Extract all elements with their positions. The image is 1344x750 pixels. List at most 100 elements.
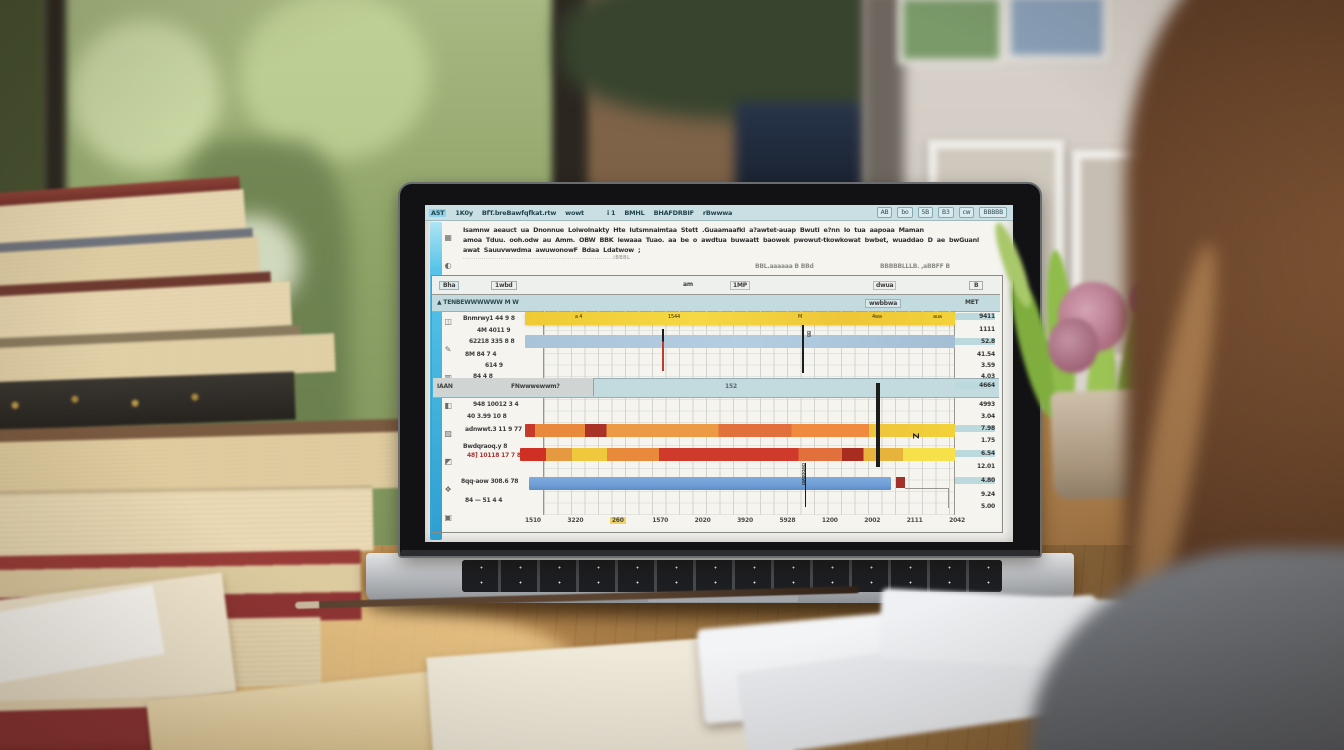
section-left-cell[interactable] [433, 378, 594, 396]
gantt-bar-orange[interactable] [525, 424, 955, 437]
frame-top-green [898, 0, 1004, 64]
value-cell-12: 12.01 [977, 463, 995, 470]
time-axis: 1510 3220 260 1570 2020 3920 5928 1200 2… [525, 517, 965, 524]
menu-item-2[interactable]: BfT.breBawfqfkat.rtw [481, 208, 557, 217]
value-cell-3: 41.54 [977, 351, 995, 358]
bar-tick-1: 1544 [668, 314, 680, 320]
toolbar-button-group: AB bo 5B B3 cw BBBBB [876, 207, 1007, 218]
menu-item-5[interactable]: BMHL [624, 208, 645, 217]
row-label-7: 40 3.99 10 8 [467, 413, 507, 420]
columns-icon[interactable]: ◫ [444, 317, 452, 326]
row-label-0: Bnmrwy1 44 9 8 [463, 315, 515, 322]
toolbar-button-5[interactable]: BBBBB [979, 207, 1007, 218]
bar-tick-3: 4wa [872, 314, 882, 320]
window-bokeh-2 [240, 0, 430, 160]
row-label-6: 948 10012 3 4 [473, 401, 519, 408]
axis-tick-3: 1570 [652, 517, 669, 524]
grid-icon[interactable]: ▦ [444, 233, 452, 242]
axis-tick-9: 2111 [906, 517, 923, 524]
gantt-milestone-red-square[interactable] [896, 477, 905, 488]
flower-plant [989, 219, 1220, 510]
contrast-icon[interactable]: ◐ [444, 261, 452, 270]
toolbar-button-4[interactable]: cw [958, 207, 975, 218]
row-label-4: 614 9 [485, 362, 503, 369]
toolbar-button-2[interactable]: 5B [917, 207, 934, 218]
book-pages-cream [0, 488, 374, 558]
value-cell-5: 4.03 [980, 373, 995, 380]
bar-tick-0: a 4 [575, 314, 583, 320]
header-cell-2[interactable]: 1wbd [491, 281, 517, 290]
row-label-12: 84 — 51 4 4 [465, 497, 503, 504]
gantt-bar-blue[interactable] [529, 477, 891, 490]
row-label-3: 8M 84 7 4 [465, 351, 497, 358]
edit-icon[interactable]: ✎ [444, 345, 452, 354]
value-cell-6: 4664 [955, 382, 995, 389]
menu-bar: A5T 1K0y BfT.breBawfqfkat.rtw wowt i 1 B… [425, 205, 1013, 221]
header-cell-4[interactable]: 1MP [730, 281, 750, 290]
value-cell-4: 3.59 [980, 362, 995, 369]
row-label-9: Bwdqraoq.y 8 [463, 443, 508, 450]
box-icon[interactable]: ▣ [444, 513, 452, 522]
laptop-trackpad[interactable] [648, 594, 798, 602]
subheader-chip[interactable]: wwbbwa [865, 299, 902, 308]
axis-tick-1: 3220 [567, 517, 584, 524]
axis-tick-0: 1510 [525, 517, 541, 524]
menu-item-6[interactable]: BHAFDRBIF [653, 208, 694, 217]
diamond-icon[interactable]: ❖ [444, 485, 452, 494]
note-text-2: BBBBBLLLB. ,aBBFF B [880, 263, 950, 270]
value-cell-1: 1111 [979, 326, 995, 333]
toolbar-button-3[interactable]: B3 [938, 207, 954, 218]
value-cell-9: 7.98 [955, 425, 995, 432]
corner-icon[interactable]: ◩ [444, 457, 452, 466]
subheader-left-label: ▲ TENBEWWWWWW M W [437, 299, 519, 306]
header-cell-6[interactable]: B [969, 281, 984, 290]
row-label-8: adnwwt.3 11 9 77 [465, 426, 522, 433]
dotted-divider: ........................................… [463, 255, 631, 261]
bar-tick-2: M [798, 314, 803, 320]
header-cell-1[interactable]: Bha [439, 281, 460, 290]
bar-tick-4: aua [933, 314, 942, 320]
section-left-label: IAAN [437, 383, 453, 390]
axis-tick-4: 2020 [694, 517, 711, 524]
value-cell-15: 5.00 [980, 503, 995, 510]
band-light-blue[interactable] [525, 335, 955, 348]
value-cell-13: 4.80 [955, 477, 995, 484]
table-icon[interactable]: ▥ [444, 373, 452, 382]
gantt-bar-red[interactable] [520, 448, 955, 461]
value-cell-8: 3.04 [980, 413, 995, 420]
book-leather-dark [0, 371, 296, 431]
axis-tick-10: 2042 [949, 517, 965, 524]
hatch-icon[interactable]: ▨ [444, 429, 452, 438]
value-cell-14: 9.24 [980, 491, 995, 498]
frame-top-blue [1006, 0, 1108, 60]
menu-item-4[interactable]: i 1 [606, 208, 616, 217]
menu-item-0[interactable]: A5T [429, 208, 447, 217]
header-cell-3[interactable]: am [683, 281, 693, 288]
toolbar-button-1[interactable]: bo [897, 207, 913, 218]
table-frame [431, 275, 1003, 533]
row-label-1: 4M 4011 9 [477, 327, 511, 334]
milestone-marker-tall [876, 383, 880, 467]
milestone-marker-d-label: BwBBBwB [800, 463, 806, 485]
menu-item-7[interactable]: rBwwwa [702, 208, 733, 217]
menu-item-3[interactable]: wowt [565, 208, 584, 217]
sidebar-icon-strip: ▦ ◐ ▤ ◫ ✎ ▥ ◧ ▨ ◩ ❖ ▣ [441, 233, 455, 522]
laptop-hinge [400, 550, 1040, 556]
row-label-11: 8qq-aow 308.6 78 [461, 478, 519, 485]
axis-tick-6: 5928 [779, 517, 796, 524]
document-paragraph-line-2: amoa Tduu. ooh.odw au Amm. OBW BBK lewaa… [463, 236, 979, 244]
value-cell-7: 4993 [979, 401, 995, 408]
menu-item-1[interactable]: 1K0y [455, 208, 473, 217]
section-mid-label: FNwwwewwm? [511, 383, 560, 390]
value-cell-0: 9411 [955, 313, 995, 320]
gantt-bar-yellow[interactable] [525, 312, 955, 325]
milestone-marker-b-label: B8 [805, 331, 811, 337]
laptop-keyboard[interactable] [462, 560, 1002, 592]
window-bokeh-1 [70, 20, 220, 170]
value-cell-2: 52.8 [955, 338, 995, 345]
toolbar-button-0[interactable]: AB [876, 207, 893, 218]
half-block-icon[interactable]: ◧ [444, 401, 452, 410]
axis-tick-2: 260 [609, 517, 626, 524]
header-cell-5[interactable]: dwua [873, 281, 897, 290]
